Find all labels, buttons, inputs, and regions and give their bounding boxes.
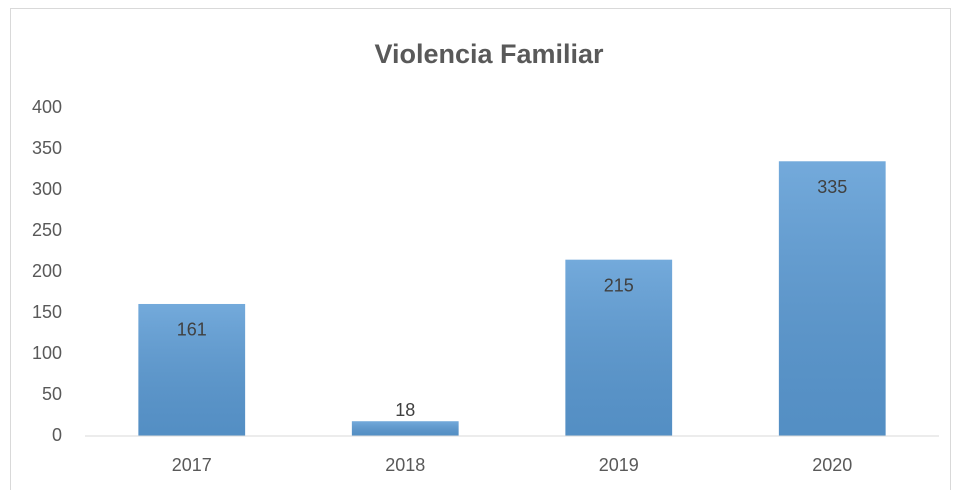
data-label: 18 (395, 400, 415, 420)
chart-title: Violencia Familiar (374, 39, 604, 69)
y-tick-label: 400 (32, 97, 62, 117)
bar-shade (778, 161, 886, 437)
y-tick-label: 250 (32, 220, 62, 240)
data-label: 335 (817, 177, 847, 197)
bar-shade (138, 303, 246, 436)
chart-frame (10, 8, 951, 490)
x-tick-label: 2018 (385, 455, 425, 475)
bar-shade (565, 259, 673, 436)
x-tick-label: 2017 (172, 455, 212, 475)
data-label: 215 (604, 275, 634, 295)
x-tick-label: 2019 (599, 455, 639, 475)
x-tick-label: 2020 (812, 455, 852, 475)
y-tick-label: 50 (42, 384, 62, 404)
data-label: 161 (177, 320, 207, 340)
y-tick-label: 100 (32, 343, 62, 363)
bar-shade (351, 421, 459, 436)
y-tick-label: 0 (52, 425, 62, 445)
y-tick-label: 300 (32, 179, 62, 199)
y-tick-label: 200 (32, 261, 62, 281)
y-tick-label: 350 (32, 138, 62, 158)
y-tick-label: 150 (32, 302, 62, 322)
